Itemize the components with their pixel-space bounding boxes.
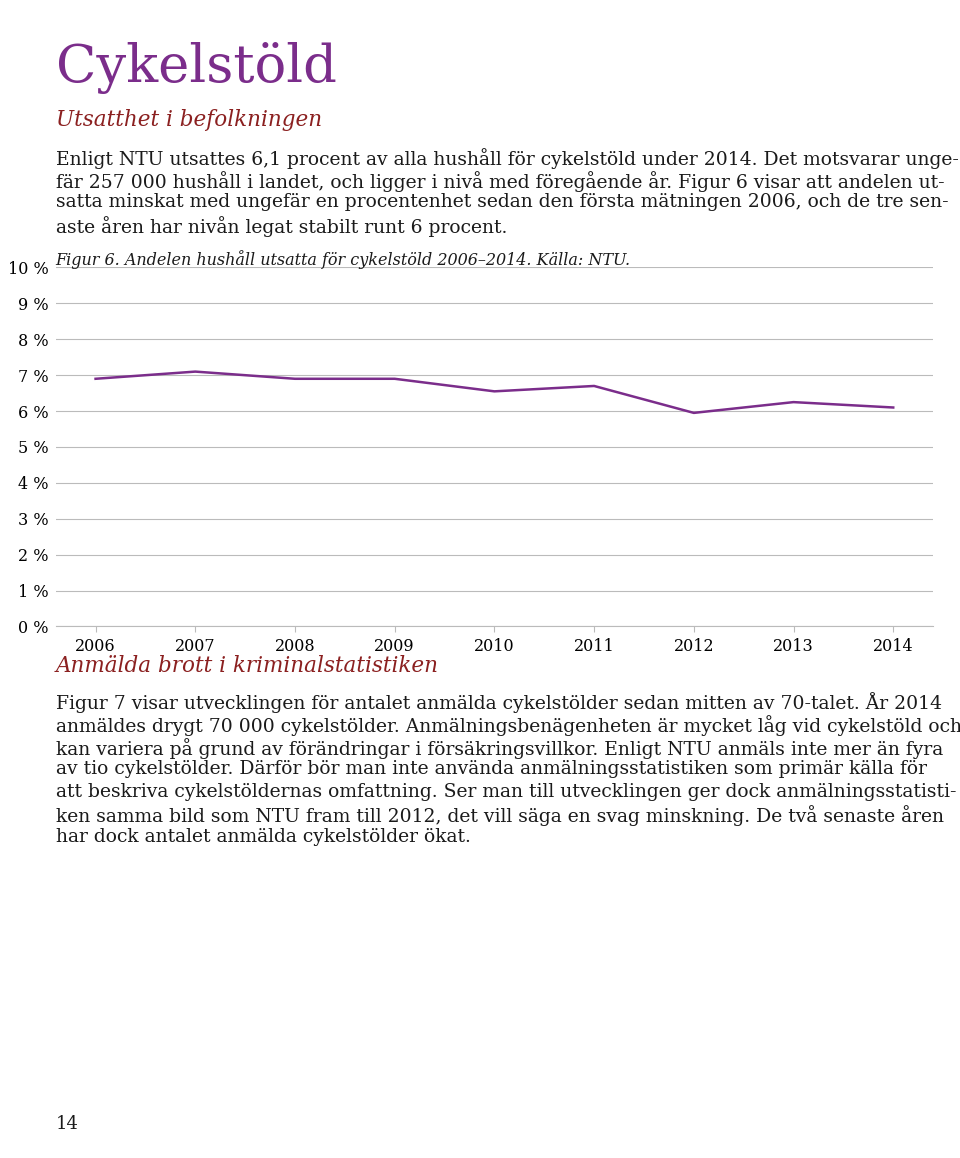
Text: av tio cykelstölder. Därför bör man inte använda anmälningsstatistiken som primä: av tio cykelstölder. Därför bör man inte… [56,760,926,778]
Text: Figur 7 visar utvecklingen för antalet anmälda cykelstölder sedan mitten av 70-t: Figur 7 visar utvecklingen för antalet a… [56,692,942,713]
Text: fär 257 000 hushåll i landet, och ligger i nivå med föregående år. Figur 6 visar: fär 257 000 hushåll i landet, och ligger… [56,170,945,192]
Text: Figur 6. Andelen hushåll utsatta för cykelstöld 2006–2014. Källa: NTU.: Figur 6. Andelen hushåll utsatta för cyk… [56,250,631,269]
Text: Enligt NTU utsattes 6,1 procent av alla hushåll för cykelstöld under 2014. Det m: Enligt NTU utsattes 6,1 procent av alla … [56,148,958,169]
Text: Utsatthet i befolkningen: Utsatthet i befolkningen [56,109,322,131]
Text: har dock antalet anmälda cykelstölder ökat.: har dock antalet anmälda cykelstölder ök… [56,828,470,846]
Text: 14: 14 [56,1114,79,1133]
Text: anmäldes drygt 70 000 cykelstölder. Anmälningsbenägenheten är mycket låg vid cyk: anmäldes drygt 70 000 cykelstölder. Anmä… [56,714,960,736]
Text: Anmälda brott i kriminalstatistiken: Anmälda brott i kriminalstatistiken [56,655,439,677]
Text: satta minskat med ungefär en procentenhet sedan den första mätningen 2006, och d: satta minskat med ungefär en procentenhe… [56,193,948,212]
Text: ken samma bild som NTU fram till 2012, det vill säga en svag minskning. De två s: ken samma bild som NTU fram till 2012, d… [56,806,944,827]
Text: aste åren har nivån legat stabilt runt 6 procent.: aste åren har nivån legat stabilt runt 6… [56,215,507,237]
Text: kan variera på grund av förändringar i försäkringsvillkor. Enligt NTU anmäls int: kan variera på grund av förändringar i f… [56,738,943,758]
Text: att beskriva cykelstöldernas omfattning. Ser man till utvecklingen ger dock anmä: att beskriva cykelstöldernas omfattning.… [56,783,956,801]
Text: Cykelstöld: Cykelstöld [56,42,337,94]
